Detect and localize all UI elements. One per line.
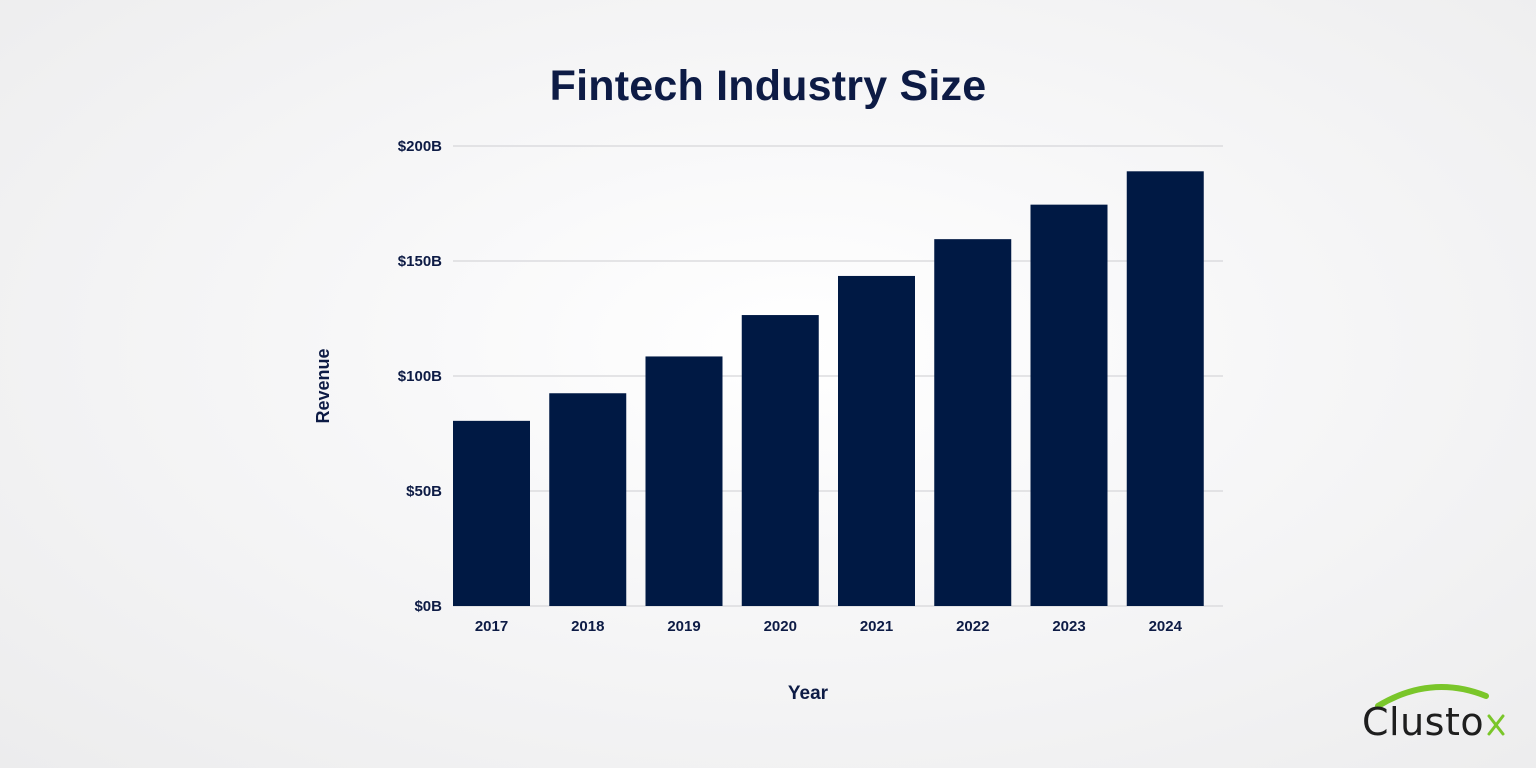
- y-tick-label: $200B: [398, 138, 442, 155]
- clustox-logo: Clusto: [1356, 676, 1506, 746]
- x-tick-label: 2019: [667, 618, 700, 635]
- bar: [1030, 204, 1108, 606]
- bar: [645, 356, 723, 606]
- chart-title: Fintech Industry Size: [549, 62, 987, 110]
- bar: [549, 393, 627, 606]
- x-tick-label: 2023: [1052, 618, 1085, 635]
- y-tick-label: $0B: [414, 598, 442, 615]
- y-tick-label: $50B: [406, 483, 442, 500]
- x-tick-label: 2018: [571, 618, 604, 635]
- x-tick-label: 2024: [1149, 618, 1183, 635]
- x-tick-label: 2020: [764, 618, 797, 635]
- x-tick-label: 2022: [956, 618, 989, 635]
- y-tick-label: $150B: [398, 253, 442, 270]
- bar: [838, 275, 915, 606]
- x-axis-label: Year: [787, 683, 829, 704]
- x-tick-label: 2021: [860, 618, 893, 635]
- y-tick-label: $100B: [398, 368, 442, 385]
- logo-swoosh-icon: [1375, 684, 1505, 736]
- y-axis-label: Revenue: [313, 348, 333, 424]
- bar: [741, 315, 819, 606]
- bar: [453, 420, 530, 606]
- bar: [1126, 171, 1204, 607]
- logo-wordmark: Clusto: [1362, 700, 1485, 744]
- bar: [934, 239, 1012, 606]
- x-tick-label: 2017: [475, 618, 508, 635]
